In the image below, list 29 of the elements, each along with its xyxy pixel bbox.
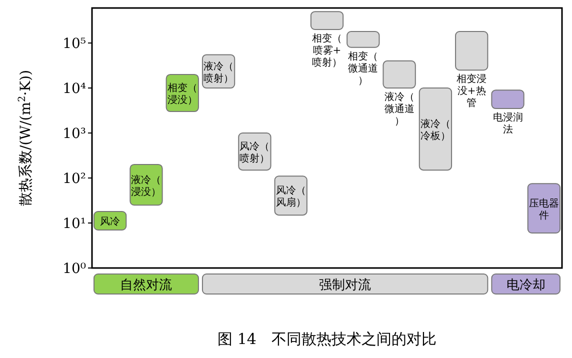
y-tick-label: 10⁴ bbox=[62, 81, 86, 98]
x-tick-label: 液冷（冷板） bbox=[420, 118, 450, 142]
bar bbox=[310, 11, 344, 30]
x-tick-label: 压电器件 bbox=[528, 197, 559, 222]
x-tick-label: 相变浸没+热管 bbox=[456, 73, 487, 110]
y-tick-label: 10⁰ bbox=[62, 261, 86, 277]
x-tick-label: 相变（喷雾+喷射） bbox=[312, 32, 342, 68]
y-tick-label: 10⁵ bbox=[62, 36, 86, 52]
text: 强制对流 bbox=[319, 277, 372, 293]
y-tick-label: 10¹ bbox=[62, 216, 86, 232]
bar bbox=[455, 31, 488, 71]
bar bbox=[418, 88, 452, 171]
bar bbox=[346, 31, 380, 48]
y-tick-label: 10³ bbox=[62, 126, 86, 142]
text: 电冷却 bbox=[506, 278, 546, 293]
y-tick-label: 10² bbox=[62, 171, 86, 188]
x-tick-label: 相变（浸没） bbox=[167, 82, 198, 106]
x-tick-label: 风冷（风扇） bbox=[276, 184, 306, 209]
x-tick-label: 电浸润法 bbox=[492, 112, 523, 136]
x-tick-label: 风冷 bbox=[100, 216, 120, 228]
x-tick-label: 风冷（喷射） bbox=[240, 140, 270, 165]
x-tick-label: 相变（微通道） bbox=[348, 50, 378, 86]
text: 自然对流 bbox=[120, 277, 172, 293]
text: 图 14 不同散热技术之间的对比 bbox=[218, 330, 436, 348]
x-tick-label: 液冷（微通道） bbox=[384, 91, 414, 128]
bar bbox=[382, 60, 416, 89]
bar bbox=[491, 90, 524, 110]
x-tick-label: 液冷（喷射） bbox=[204, 60, 234, 84]
x-tick-label: 液冷（浸没） bbox=[131, 174, 162, 198]
